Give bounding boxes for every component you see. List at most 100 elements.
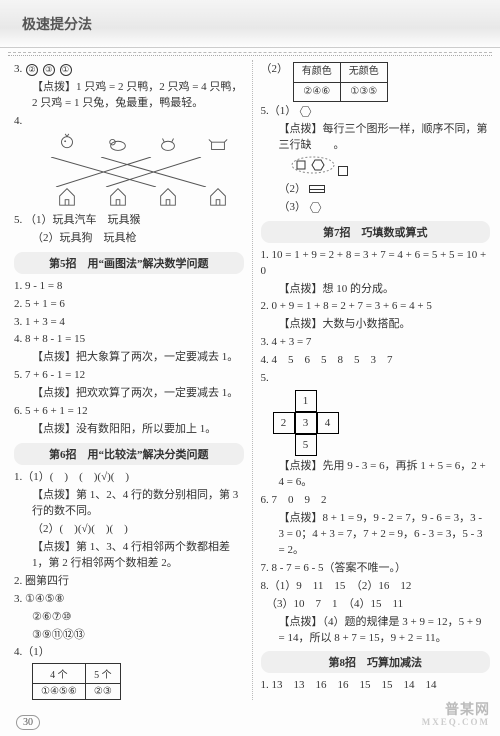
s7-l8-hint: 【点拨】（4）题的规律是 3 + 9 = 12，5 + 9 = 14，所以 8 … bbox=[261, 615, 491, 647]
two-column-layout: 3. ② ③ ① 【点拨】1 只鸡 = 2 只鸭，2 只鸡 = 4 只鸭，2 只… bbox=[0, 56, 500, 700]
q5-text1: （1）玩具汽车 玩具猴 bbox=[25, 214, 141, 226]
left-column: 3. ② ③ ① 【点拨】1 只鸡 = 2 只鸭，2 只鸡 = 4 只鸭，2 只… bbox=[14, 60, 253, 700]
watermark-top: 普某网 bbox=[422, 703, 490, 718]
circled-num: ① bbox=[60, 64, 72, 76]
animal-row bbox=[42, 133, 244, 155]
s7-l1-hint: 【点拨】想 10 的分成。 bbox=[261, 282, 491, 298]
cell: ②④⑥ bbox=[293, 82, 340, 102]
s5-l2: 2. 5 + 1 = 6 bbox=[14, 297, 244, 313]
s7-l5: 5. bbox=[261, 371, 491, 387]
s5-l3: 3. 1 + 3 = 4 bbox=[14, 315, 244, 331]
hint-text: 【点拨】每行三个图形一样，顺序不同，第三行缺 。 bbox=[279, 123, 488, 151]
house-row bbox=[42, 185, 244, 207]
table-row: 有颜色 无颜色 bbox=[293, 63, 387, 83]
cell: 无颜色 bbox=[340, 63, 387, 83]
q4-number: 4. bbox=[14, 114, 244, 130]
cell: 5 bbox=[295, 434, 317, 456]
chicken-icon bbox=[53, 133, 81, 155]
s5-l6-hint: 【点拨】没有数阳阳，所以要加上 1。 bbox=[14, 422, 244, 438]
s5-l6: 6. 5 + 6 + 1 = 12 bbox=[14, 404, 244, 420]
s7-l7: 7. 8 - 7 = 6 - 5（答案不唯一。） bbox=[261, 561, 491, 577]
r-q5-3: （3） bbox=[261, 200, 491, 216]
split-rect-icon bbox=[309, 185, 325, 193]
q5-number: 5. bbox=[14, 214, 22, 226]
s7-l3: 3. 4 + 3 = 7 bbox=[261, 335, 491, 351]
s7-l8b: （3）10 7 1 （4）15 11 bbox=[261, 597, 491, 613]
q4-matching-diagram bbox=[28, 133, 244, 211]
ruler-divider bbox=[8, 48, 492, 56]
s5-l4-hint: 【点拨】把大象算了两次，一定要减去 1。 bbox=[14, 350, 244, 366]
section7-title: 第7招 巧填数或算式 bbox=[261, 221, 491, 243]
table-row: 4 个 5 个 bbox=[33, 664, 121, 684]
q5-line1: 5. （1）玩具汽车 玩具猴 bbox=[14, 213, 244, 229]
s6-l1a-hint: 【点拨】第 1、2、4 行的数分别相同，第 3 行的数不同。 bbox=[14, 488, 244, 520]
house-icon bbox=[204, 185, 232, 207]
s6-table: 4 个 5 个 ①④⑤⑥ ②③ bbox=[32, 663, 121, 700]
s6-l4: 4.（1） bbox=[14, 645, 244, 661]
cell: 4 bbox=[317, 412, 339, 434]
hexagon-icon bbox=[299, 105, 312, 118]
r-q4-2: （2） 有颜色 无颜色 ②④⑥ ①③⑤ bbox=[261, 62, 491, 102]
s6-l3-num: 3. bbox=[14, 593, 22, 605]
cell: ②③ bbox=[85, 684, 120, 700]
house-icon bbox=[53, 185, 81, 207]
s6-l1b: （2）( )(√)( )( ) bbox=[14, 522, 244, 538]
shape-row bbox=[261, 156, 491, 180]
house-icon bbox=[154, 185, 182, 207]
s6-l3: 3. ①④⑤⑧ bbox=[14, 592, 244, 608]
cell: 有颜色 bbox=[293, 63, 340, 83]
section6-title: 第6招 用“比较法”解决分类问题 bbox=[14, 443, 244, 465]
cell: 4 个 bbox=[33, 664, 86, 684]
page-number: 30 bbox=[16, 715, 40, 730]
s7-l5-hint: 【点拨】先用 9 - 3 = 6，再拆 1 + 5 = 6，2 + 4 = 6。 bbox=[261, 459, 491, 491]
r-q5-2: （2） bbox=[261, 182, 491, 198]
s5-l4: 4. 8 + 8 - 1 = 15 bbox=[14, 332, 244, 348]
q5-line2: （2）玩具狗 玩具枪 bbox=[14, 231, 244, 247]
cell: 1 bbox=[295, 390, 317, 412]
s7-l8a: 8.（1）9 11 15 （2）16 12 bbox=[261, 579, 491, 595]
circled-shapes-icon bbox=[291, 156, 335, 174]
s5-l5-hint: 【点拨】把欢欢算了两次，一定要减去 1。 bbox=[14, 386, 244, 402]
label: 5.（1） bbox=[261, 105, 297, 117]
section8-title: 第8招 巧算加减法 bbox=[261, 651, 491, 673]
circled-num: ③ bbox=[43, 64, 55, 76]
watermark: 普某网 MXEQ.COM bbox=[422, 703, 490, 728]
s6-l3-row0: ①④⑤⑧ bbox=[25, 593, 64, 605]
s6-l1b-hint: 【点拨】第 1、3、4 行相邻两个数都相差 1，第 2 行相邻两个数相差 2。 bbox=[14, 540, 244, 572]
cell: ①③⑤ bbox=[340, 82, 387, 102]
cell: 3 bbox=[295, 412, 317, 434]
cell: ①④⑤⑥ bbox=[33, 684, 86, 700]
s5-l5: 5. 7 + 6 - 1 = 12 bbox=[14, 368, 244, 384]
color-table: 有颜色 无颜色 ②④⑥ ①③⑤ bbox=[293, 62, 388, 102]
cross-grid: 1 2 3 4 5 bbox=[273, 390, 491, 456]
page-header: 极速提分法 bbox=[0, 0, 500, 48]
q3-hint: 【点拨】1 只鸡 = 2 只鸭，2 只鸡 = 4 只鸭，2 只鸡 = 1 只兔，… bbox=[14, 80, 244, 112]
cow-icon bbox=[204, 133, 232, 155]
s7-l6-hint: 【点拨】8 + 1 = 9，9 - 2 = 7，9 - 6 = 3，3 - 3 … bbox=[261, 511, 491, 559]
q3-line: 3. ② ③ ① bbox=[14, 62, 244, 78]
s7-l2-hint: 【点拨】大数与小数搭配。 bbox=[261, 317, 491, 333]
matching-lines bbox=[36, 157, 236, 187]
s6-l3-row1: ②⑥⑦⑩ bbox=[14, 610, 244, 626]
header-title: 极速提分法 bbox=[22, 18, 92, 33]
label: （2） bbox=[261, 63, 289, 75]
table-row: ①④⑤⑥ ②③ bbox=[33, 684, 121, 700]
label: （3） bbox=[279, 201, 307, 213]
s5-l1: 1. 9 - 1 = 8 bbox=[14, 279, 244, 295]
cell: 2 bbox=[273, 412, 295, 434]
s7-l4: 4. 4 5 6 5 8 5 3 7 bbox=[261, 353, 491, 369]
square-icon bbox=[338, 166, 348, 176]
cell: 5 个 bbox=[85, 664, 120, 684]
section5-title: 第5招 用“画图法”解决数学问题 bbox=[14, 252, 244, 274]
table-row: ②④⑥ ①③⑤ bbox=[293, 82, 387, 102]
q3-number: 3. bbox=[14, 63, 22, 75]
s6-l2: 2. 圈第四行 bbox=[14, 574, 244, 590]
r-q5-1: 5.（1） bbox=[261, 104, 491, 120]
right-column: （2） 有颜色 无颜色 ②④⑥ ①③⑤ 5.（1） 【点拨】每行三个图形一样，顺… bbox=[261, 60, 491, 700]
s7-l1: 1. 10 = 1 + 9 = 2 + 8 = 3 + 7 = 4 + 6 = … bbox=[261, 248, 491, 280]
hexagon-icon bbox=[309, 201, 322, 214]
house-icon bbox=[104, 185, 132, 207]
s8-l1: 1. 13 13 16 16 15 15 14 14 bbox=[261, 678, 491, 694]
r-q5-hint: 【点拨】每行三个图形一样，顺序不同，第三行缺 。 bbox=[261, 122, 491, 154]
watermark-bottom: MXEQ.COM bbox=[422, 718, 490, 728]
